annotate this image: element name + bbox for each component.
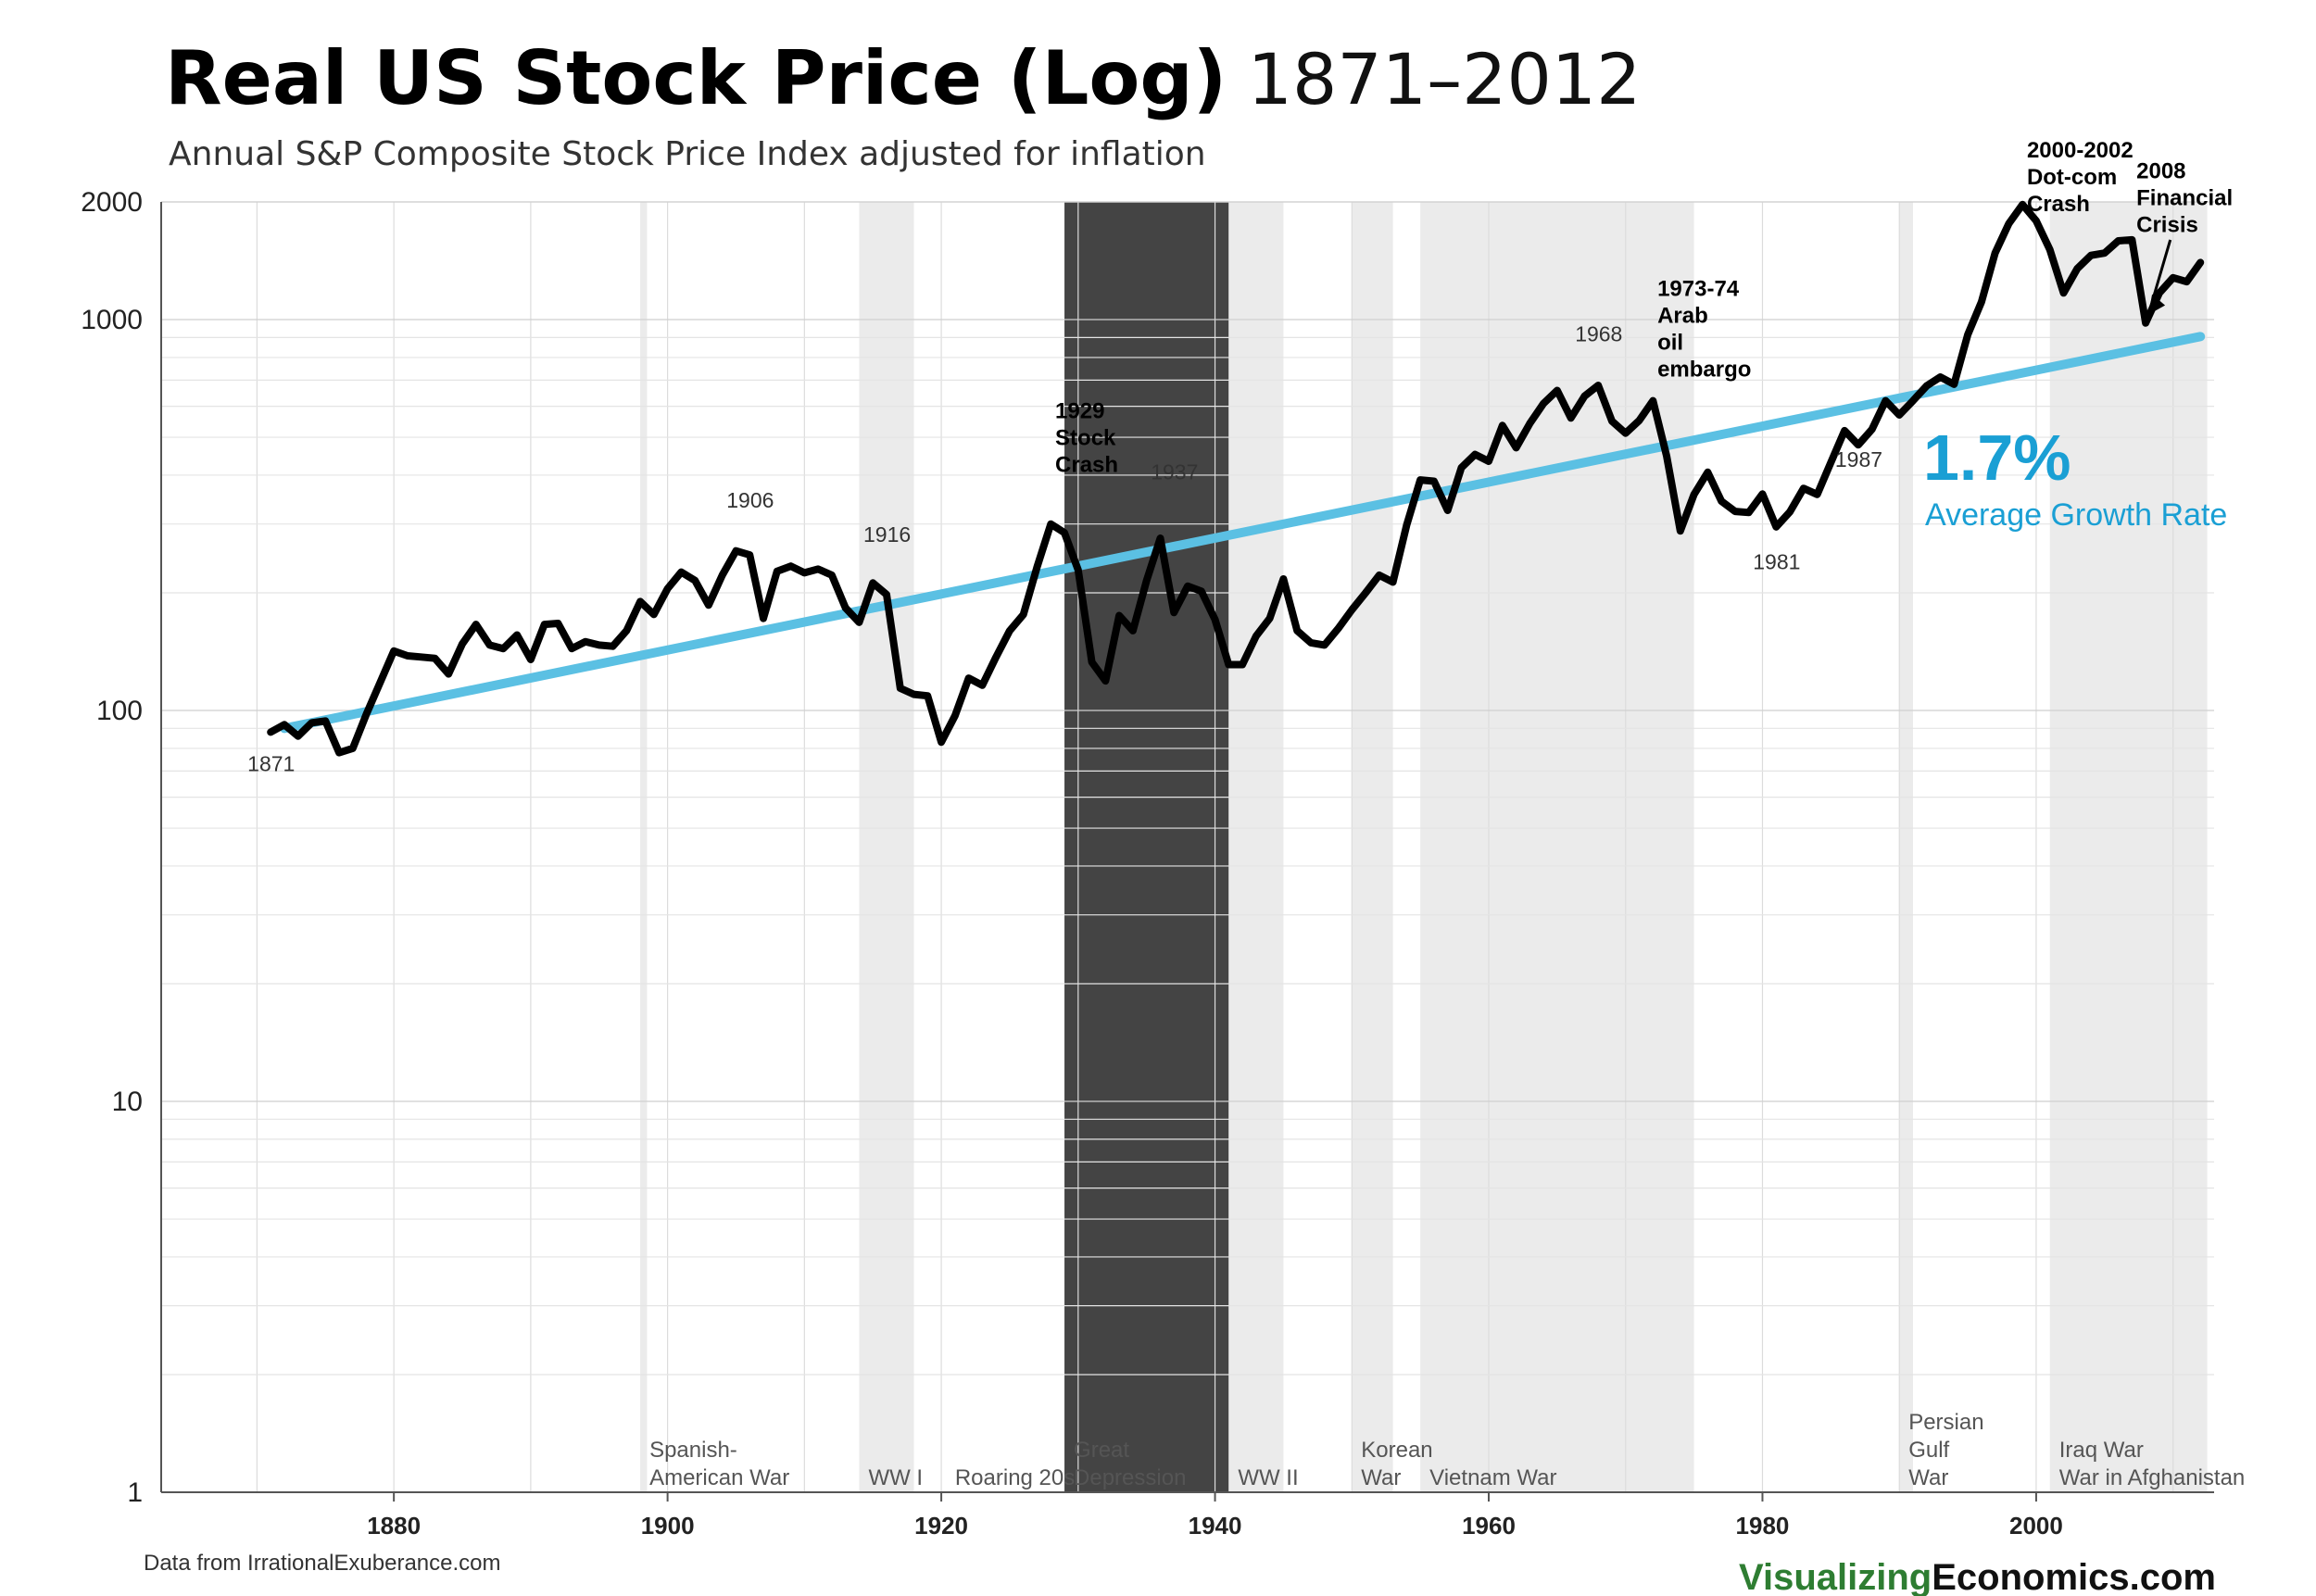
x-tick-label: 1920	[914, 1512, 968, 1539]
x-tick-label: 1900	[641, 1512, 695, 1539]
annotation-label: Crisis	[2136, 212, 2198, 237]
brand-logo: VisualizingEconomics.com	[1739, 1557, 2216, 1596]
title-bold: Real US Stock Price (Log)	[165, 35, 1227, 121]
annotation-label: 1968	[1575, 321, 1622, 346]
period-label: Great	[1074, 1438, 1129, 1463]
annotation-label: Crash	[1055, 452, 1118, 477]
x-tick-label: 1880	[367, 1512, 421, 1539]
data-source: Data from IrrationalExuberance.com	[144, 1551, 501, 1576]
brand-part-1: Visualizing	[1739, 1557, 1932, 1596]
shaded-period-0	[640, 202, 648, 1492]
axes	[160, 202, 2214, 1493]
shaded-period-7	[2049, 202, 2208, 1492]
y-tick-label: 100	[96, 696, 143, 726]
period-label: American War	[649, 1465, 789, 1490]
period-label: Spanish-	[649, 1438, 737, 1463]
period-label: Iraq War	[2059, 1438, 2144, 1463]
period-label: Vietnam War	[1429, 1465, 1556, 1490]
x-tick-label: 1940	[1189, 1512, 1242, 1539]
page-title: Real US Stock Price (Log) 1871–2012	[165, 35, 1642, 121]
shaded-periods	[640, 202, 2208, 1492]
annotation-label: 2000-2002	[2027, 138, 2133, 163]
price-line-group	[267, 200, 2205, 757]
shaded-period-2	[1064, 202, 1229, 1492]
crisis-arrow-head	[2148, 294, 2166, 315]
y-tick-label: 10	[112, 1087, 143, 1117]
growth-rate-label: Average Growth Rate	[1925, 497, 2227, 533]
annotation-label: 1937	[1151, 460, 1198, 484]
period-label: Depression	[1074, 1465, 1186, 1490]
annotation-label: Financial	[2136, 185, 2233, 210]
growth-rate-value: 1.7%	[1923, 421, 2071, 494]
annotation-label: 2008	[2136, 158, 2185, 183]
annotation-label: 1916	[863, 522, 911, 547]
period-label: Gulf	[1908, 1438, 1949, 1463]
shaded-period-3	[1228, 202, 1284, 1492]
period-label: Korean	[1361, 1438, 1432, 1463]
shaded-period-4	[1352, 202, 1393, 1492]
page-subtitle: Annual S&P Composite Stock Price Index a…	[169, 135, 1206, 173]
x-tick-label: 1980	[1736, 1512, 1790, 1539]
annotation-label: 1871	[247, 751, 295, 775]
annotation-label: 1906	[726, 488, 774, 512]
annotation-label: 1929	[1055, 398, 1104, 423]
annotation-label: Stock	[1055, 425, 1116, 450]
shaded-period-1	[859, 202, 914, 1492]
y-tick-label: 1	[127, 1477, 143, 1508]
period-label: WW II	[1238, 1465, 1298, 1490]
period-label: WW I	[868, 1465, 923, 1490]
growth-rate-callout: 1.7% Average Growth Rate	[1923, 421, 2227, 533]
period-label: Roaring 20s	[955, 1465, 1075, 1490]
brand-part-2: Economics.com	[1932, 1557, 2216, 1596]
title-years: 1871–2012	[1248, 38, 1642, 120]
price-line	[267, 200, 2205, 757]
annotation-label: 1987	[1835, 447, 1882, 471]
x-tick-label: 1960	[1462, 1512, 1516, 1539]
annotation-label: embargo	[1657, 357, 1751, 382]
annotation-label: 1973-74	[1657, 276, 1740, 301]
y-tick-label: 2000	[81, 187, 143, 218]
annotation-label: Arab	[1657, 303, 1708, 328]
period-label: War	[1361, 1465, 1401, 1490]
annotation-label: 1981	[1753, 549, 1800, 573]
annotation-label: Dot-com	[2027, 165, 2117, 190]
annotation-label: Crash	[2027, 192, 2090, 217]
x-tick-label: 2000	[2009, 1512, 2063, 1539]
annotation-label: oil	[1657, 330, 1683, 355]
period-label: War in Afghanistan	[2059, 1465, 2246, 1490]
period-label: War	[1908, 1465, 1948, 1490]
header: Real US Stock Price (Log) 1871–2012 Annu…	[165, 35, 1642, 173]
y-tick-label: 1000	[81, 305, 143, 335]
shaded-period-5	[1420, 202, 1694, 1492]
period-label: Persian	[1908, 1410, 1983, 1435]
